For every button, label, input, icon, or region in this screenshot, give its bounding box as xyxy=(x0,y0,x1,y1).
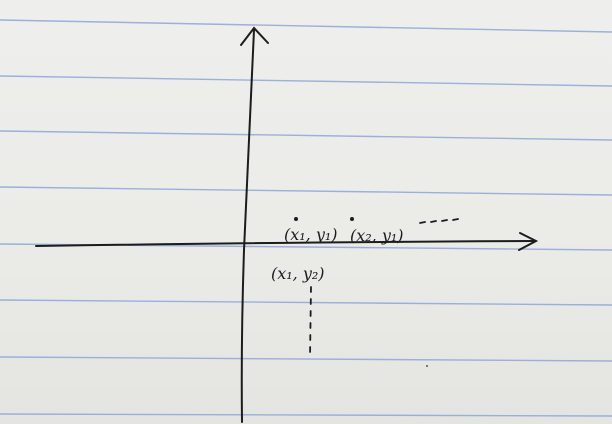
ruled-line xyxy=(0,19,612,33)
y-axis-arrowhead xyxy=(240,26,269,46)
point-label: (x₁, y₂) xyxy=(271,264,325,283)
point-dot xyxy=(294,217,298,221)
vertical-dashed-line xyxy=(309,286,312,359)
point-dot xyxy=(350,217,354,221)
y-axis-line xyxy=(240,29,255,423)
ruled-line xyxy=(0,75,612,87)
ruled-line xyxy=(0,356,612,362)
point-label: (x₂, y₁) xyxy=(350,226,404,245)
ruled-line xyxy=(0,413,612,417)
ruled-line xyxy=(0,299,612,306)
paper-speck xyxy=(426,365,428,367)
point-label: (x₁, y₁) xyxy=(284,225,338,244)
x-axis-arrowhead xyxy=(518,232,539,251)
ruled-line xyxy=(0,186,612,196)
y-axis xyxy=(240,26,269,423)
ruled-line xyxy=(0,130,612,141)
x-axis xyxy=(35,232,539,251)
x-axis-line xyxy=(35,240,535,247)
ruled-lines xyxy=(0,19,612,417)
continuation-dashes xyxy=(419,218,459,224)
